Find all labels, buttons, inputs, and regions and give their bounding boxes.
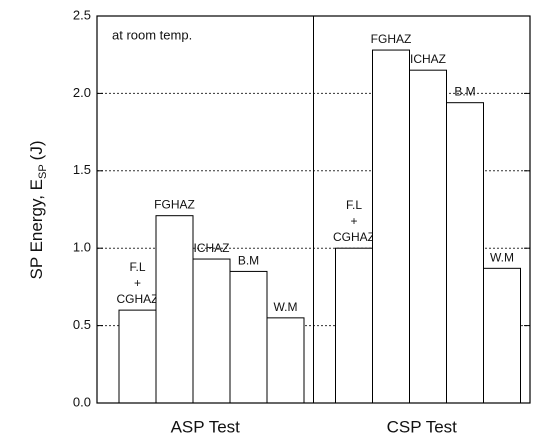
x-group-label: CSP Test: [387, 417, 458, 436]
x-group-label: ASP Test: [171, 417, 241, 436]
category-label: F.L + CGHAZ: [117, 260, 159, 306]
y-label-subscript: SP: [37, 164, 49, 179]
category-label-line: FGHAZ: [154, 198, 195, 212]
category-label: FGHAZ: [371, 32, 412, 46]
bar: [229, 270, 268, 404]
y-label-text: SP Energy, E: [27, 179, 46, 279]
category-label: W.M: [274, 300, 298, 314]
category-label-line: B.M: [238, 254, 259, 268]
y-tick-label: 0.0: [73, 394, 91, 409]
category-label-line: W.M: [274, 300, 298, 314]
category-label: ICHAZ: [410, 52, 446, 66]
bar: [118, 309, 157, 404]
category-label-line: W.M: [490, 250, 514, 264]
bar: [266, 317, 305, 404]
bar: [192, 258, 231, 404]
category-label-line: +: [134, 276, 141, 290]
category-label-line: F.L: [346, 198, 362, 212]
plot-frame: [96, 15, 531, 404]
y-tick-label: 1.5: [73, 162, 91, 177]
category-label: B.M: [454, 85, 475, 99]
category-label-line: B.M: [454, 85, 475, 99]
bar: [155, 215, 194, 404]
category-label: F.L + CGHAZ: [333, 198, 375, 244]
bar: [409, 69, 447, 404]
category-label-line: FGHAZ: [371, 32, 412, 46]
category-label-line: CGHAZ: [333, 230, 375, 244]
y-tick-label: 2.0: [73, 85, 91, 100]
bar: [335, 247, 373, 404]
category-label-line: ICHAZ: [410, 52, 446, 66]
y-tick-label: 0.5: [73, 317, 91, 332]
category-label-line: ICHAZ: [194, 241, 230, 255]
category-label: W.M: [490, 250, 514, 264]
bar: [372, 49, 410, 404]
category-label: B.M: [238, 254, 259, 268]
y-label-unit: (J): [27, 141, 46, 161]
y-axis-label: SP Energy, ESP (J): [27, 141, 48, 280]
y-tick-label: 1.0: [73, 240, 91, 255]
y-tick-label: 2.5: [73, 7, 91, 22]
bar: [483, 267, 521, 404]
category-label-line: CGHAZ: [117, 292, 159, 306]
category-label-line: F.L: [129, 260, 145, 274]
category-label: ICHAZ: [194, 241, 230, 255]
annotation: at room temp.: [112, 27, 192, 42]
bar: [446, 102, 484, 404]
category-label: FGHAZ: [154, 198, 195, 212]
category-label-line: +: [350, 214, 357, 228]
